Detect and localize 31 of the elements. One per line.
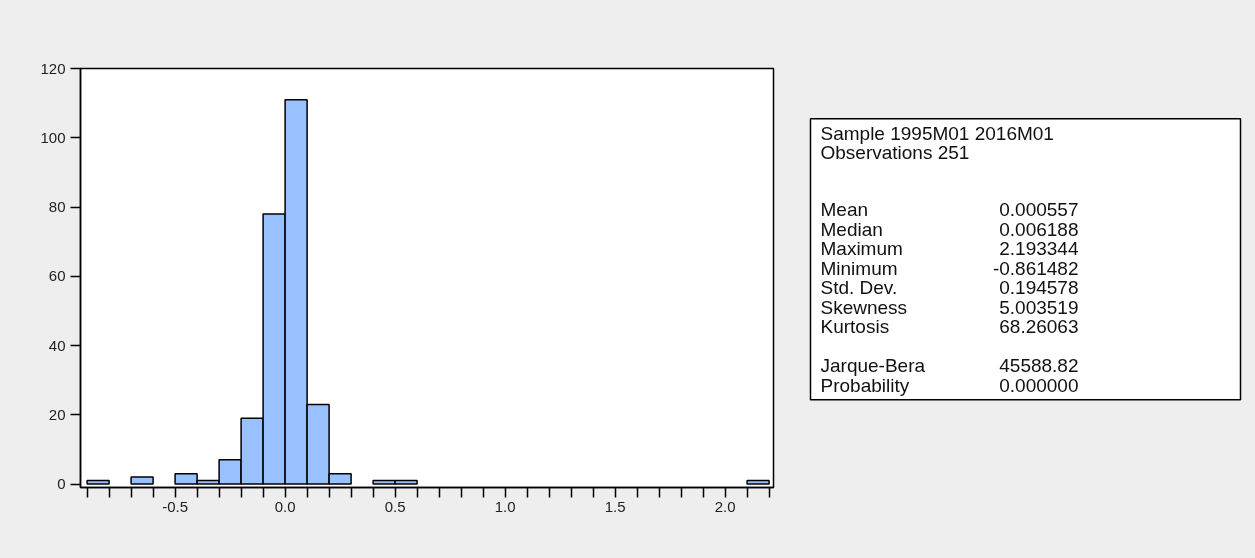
text: Std. Dev. [820, 277, 898, 299]
y-tick-label: 80 [48, 198, 66, 216]
text: 0.000557 [999, 199, 1079, 221]
x-tick-label: 2.0 [714, 497, 736, 515]
y-tick-label: 60 [48, 267, 66, 285]
x-tick-label: 0.5 [384, 497, 406, 515]
text: Mean [820, 199, 869, 221]
x-tick-label: 0.0 [274, 497, 296, 515]
text: 0.194578 [999, 277, 1079, 299]
text: Sample 1995M01 2016M01 [820, 122, 1054, 144]
text: 0.000000 [999, 374, 1079, 396]
x-tick-label: 1.0 [494, 497, 516, 515]
text: 45588.82 [999, 355, 1079, 377]
x-tick-label: 1.5 [604, 497, 626, 515]
y-tick-label: 40 [48, 336, 66, 354]
text: -0.861482 [992, 257, 1079, 279]
text: 5.003519 [999, 296, 1079, 318]
text: Jarque-Bera [820, 355, 926, 377]
text: 68.26063 [999, 316, 1079, 338]
text: Skewness [820, 296, 908, 318]
y-tick-label: 20 [48, 405, 66, 423]
text: Kurtosis [820, 316, 890, 338]
text: Median [820, 218, 883, 240]
y-tick-label: 100 [40, 128, 66, 146]
y-tick-label: 0 [57, 475, 66, 493]
text: Minimum [820, 257, 898, 279]
text: 0.006188 [999, 218, 1079, 240]
x-tick-label: -0.5 [162, 497, 189, 515]
text: 2.193344 [999, 238, 1079, 260]
y-tick-label: 120 [40, 59, 66, 77]
text: Maximum [820, 238, 903, 260]
